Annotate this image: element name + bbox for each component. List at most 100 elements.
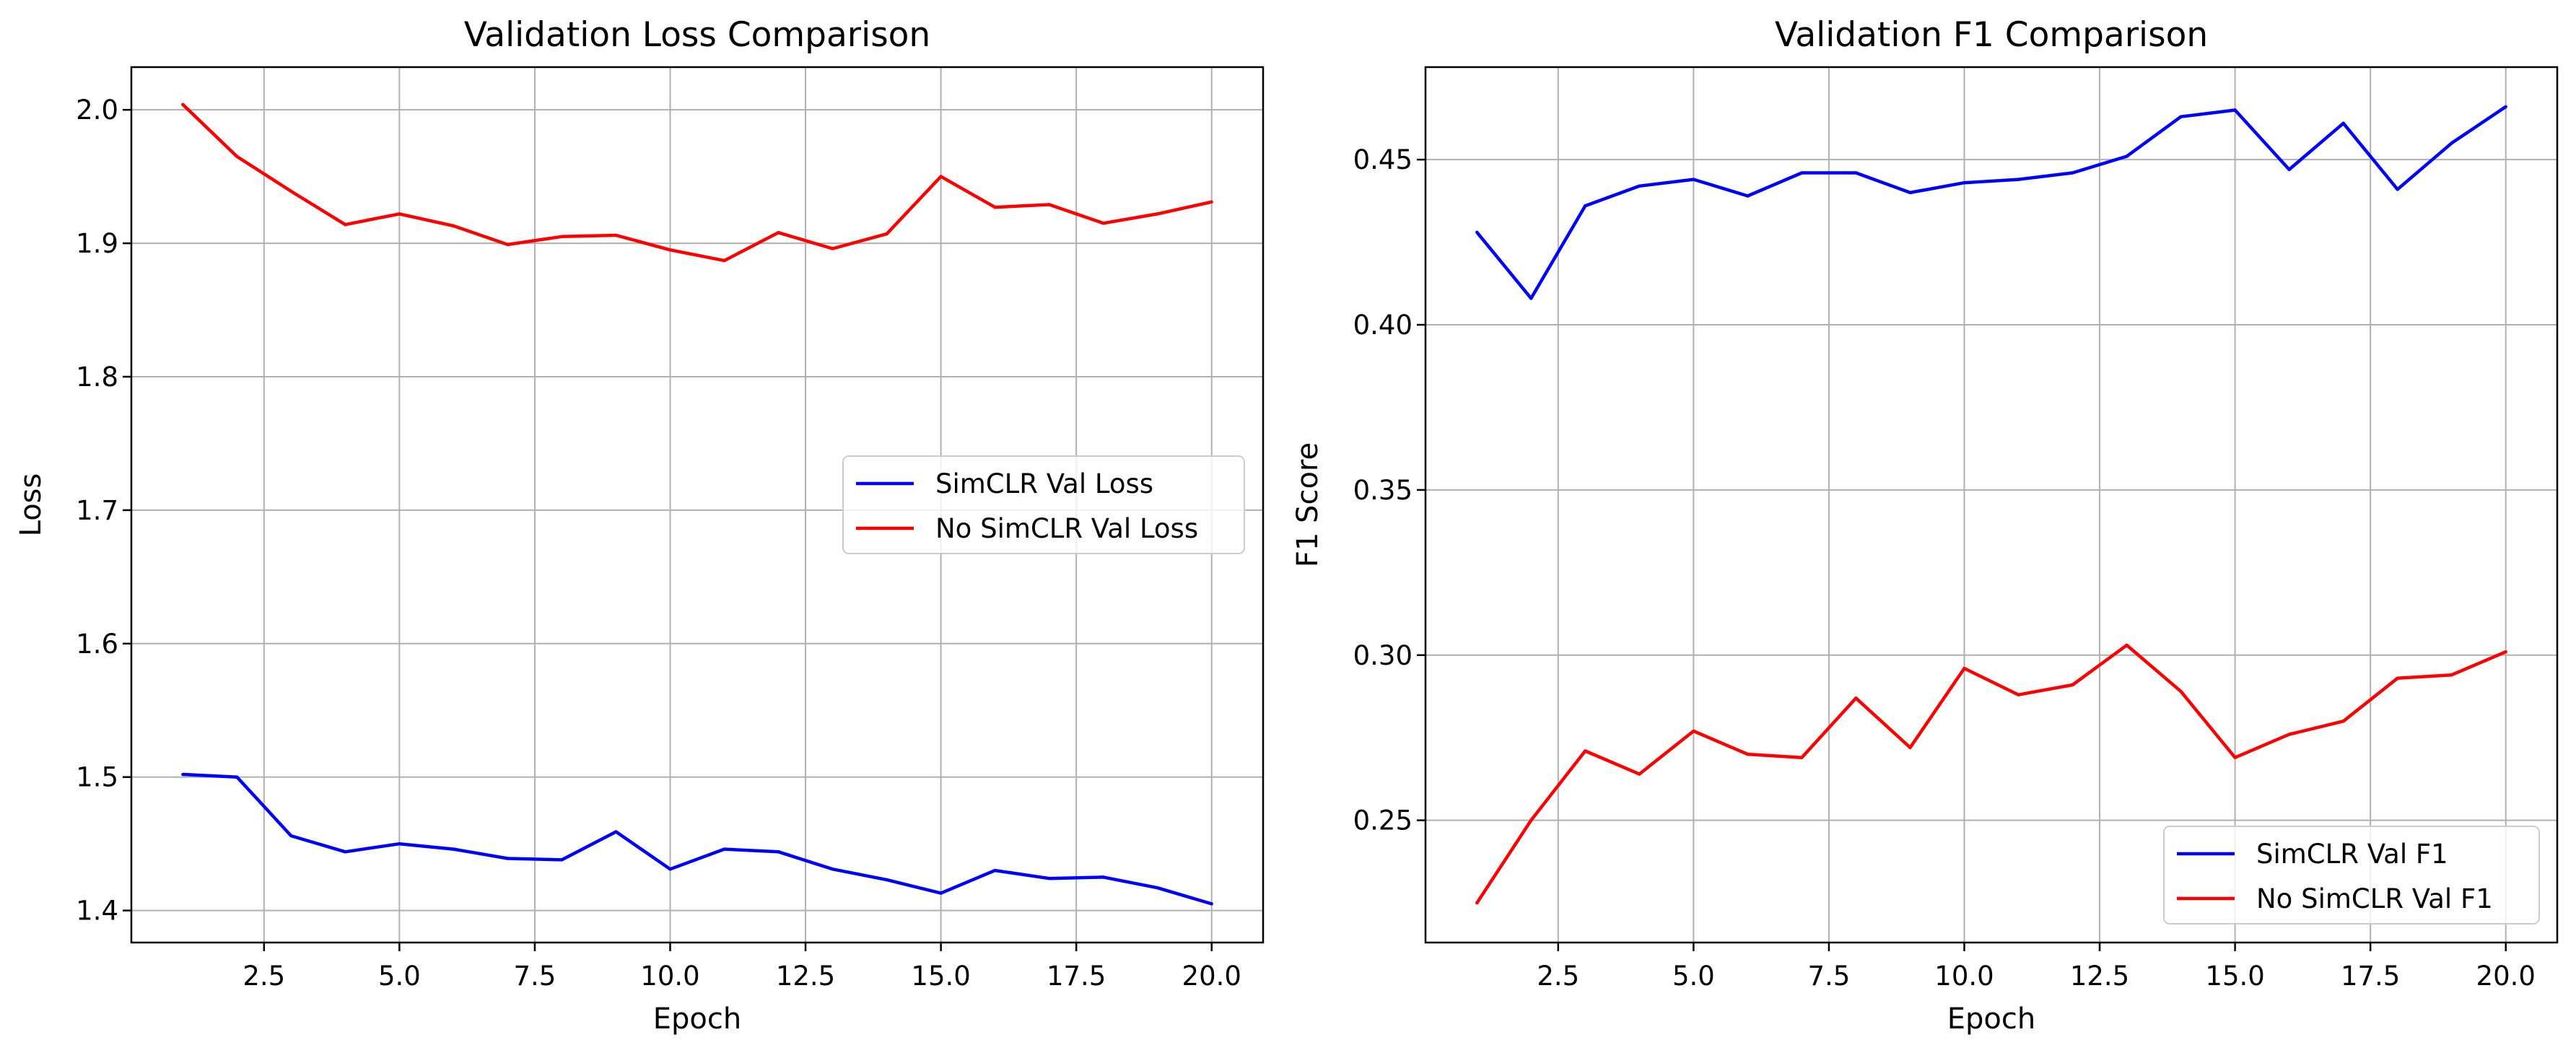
- loss-series-line-simclr: [183, 772, 1213, 906]
- loss-x-tick-label: 2.5: [243, 961, 285, 992]
- f1-data-point-no-simclr: [1962, 666, 1966, 670]
- f1-legend: SimCLR Val F1 No SimCLR Val F1: [2163, 826, 2540, 924]
- loss-data-point-simclr: [560, 858, 564, 862]
- loss-data-point-simclr: [614, 830, 618, 834]
- loss-data-point-no-simclr: [885, 232, 888, 236]
- loss-data-point-simclr: [181, 772, 185, 777]
- loss-data-point-simclr: [1210, 902, 1213, 906]
- loss-data-point-no-simclr: [344, 222, 347, 227]
- loss-data-point-simclr: [1047, 877, 1051, 880]
- f1-data-point-simclr: [1638, 184, 1641, 188]
- loss-data-point-no-simclr: [181, 102, 185, 106]
- f1-data-point-simclr: [2396, 188, 2399, 191]
- loss-data-point-no-simclr: [560, 235, 564, 239]
- loss-y-tick-label: 2.0: [76, 95, 118, 126]
- f1-x-tick-label: 17.5: [2341, 961, 2400, 992]
- f1-data-point-simclr: [2179, 115, 2183, 118]
- loss-data-point-simclr: [777, 850, 780, 854]
- f1-data-point-simclr: [1692, 178, 1695, 181]
- loss-data-point-simclr: [993, 868, 997, 873]
- f1-chart-title: Validation F1 Comparison: [1775, 15, 2208, 55]
- f1-x-axis-label: Epoch: [1947, 1002, 2035, 1036]
- loss-x-tick-label: 15.0: [911, 961, 970, 992]
- loss-data-point-simclr: [289, 834, 293, 838]
- loss-data-point-simclr: [668, 867, 672, 871]
- loss-data-point-simclr: [722, 847, 726, 851]
- loss-x-tick-label: 20.0: [1182, 961, 1241, 992]
- f1-x-tick-label: 10.0: [1934, 961, 1994, 992]
- loss-data-point-no-simclr: [777, 231, 780, 235]
- loss-x-axis-label: Epoch: [653, 1002, 741, 1036]
- f1-data-point-simclr: [1962, 181, 1966, 185]
- f1-data-point-simclr: [1908, 191, 1912, 195]
- loss-data-point-no-simclr: [614, 233, 618, 237]
- f1-data-point-no-simclr: [2017, 693, 2020, 696]
- f1-data-point-no-simclr: [2287, 733, 2291, 736]
- f1-data-point-simclr: [1854, 171, 1858, 175]
- loss-data-point-simclr: [398, 841, 401, 846]
- f1-data-point-simclr: [2450, 141, 2453, 145]
- f1-x-tick-label: 12.5: [2070, 961, 2129, 992]
- loss-data-point-no-simclr: [235, 154, 239, 159]
- loss-x-tick-label: 10.0: [640, 961, 699, 992]
- f1-y-tick-label: 0.25: [1353, 805, 1413, 836]
- f1-data-point-no-simclr: [1692, 729, 1695, 733]
- f1-data-point-simclr: [2233, 108, 2237, 112]
- loss-data-point-simclr: [885, 878, 888, 882]
- loss-data-point-simclr: [452, 847, 455, 851]
- loss-y-tick-label: 1.9: [76, 228, 118, 259]
- f1-series-line-simclr: [1475, 105, 2507, 300]
- loss-legend: SimCLR Val Loss No SimCLR Val Loss: [842, 455, 1245, 554]
- f1-legend-label-no-simclr: No SimCLR Val F1: [2256, 883, 2493, 914]
- loss-data-point-simclr: [344, 850, 347, 854]
- f1-data-point-no-simclr: [2233, 756, 2237, 759]
- loss-x-tick-label: 7.5: [514, 961, 556, 992]
- loss-data-point-no-simclr: [506, 242, 510, 247]
- loss-data-point-simclr: [831, 867, 834, 871]
- f1-data-point-no-simclr: [1638, 772, 1641, 776]
- f1-data-point-no-simclr: [1746, 752, 1750, 756]
- f1-data-point-simclr: [1584, 204, 1587, 208]
- f1-data-point-no-simclr: [2396, 676, 2399, 681]
- loss-data-point-simclr: [1101, 875, 1105, 879]
- f1-x-tick-label: 5.0: [1672, 961, 1715, 992]
- loss-x-tick-label: 17.5: [1047, 961, 1106, 992]
- f1-data-point-no-simclr: [1800, 756, 1804, 759]
- f1-chart-panel: 2.5 5.0 7.5 10.0 12.5 15.0 17.5 20.0 0.25 0.30 0.3…: [1291, 15, 2559, 1036]
- f1-y-tick-label: 0.45: [1353, 144, 1413, 175]
- f1-x-tick-label: 15.0: [2205, 961, 2264, 992]
- loss-data-point-no-simclr: [993, 205, 997, 209]
- loss-axes-frame: [130, 66, 1265, 944]
- loss-data-point-simclr: [939, 891, 943, 895]
- loss-chart-panel: 2.5 5.0 7.5 10.0 12.5 15.0 17.5 20.0 1.4 1.5 1.6 1.…: [14, 15, 1265, 1036]
- f1-data-point-simclr: [2287, 167, 2291, 172]
- loss-data-point-no-simclr: [668, 248, 672, 252]
- f1-data-point-no-simclr: [1854, 696, 1858, 700]
- loss-x-tick-label: 5.0: [378, 961, 421, 992]
- f1-y-tick-label: 0.40: [1353, 310, 1413, 341]
- loss-data-point-no-simclr: [1101, 222, 1105, 225]
- f1-data-point-no-simclr: [1475, 901, 1479, 905]
- loss-data-point-no-simclr: [722, 258, 726, 263]
- f1-data-point-no-simclr: [1908, 746, 1912, 750]
- loss-data-point-simclr: [1156, 886, 1159, 890]
- loss-y-tick-label: 1.7: [76, 495, 118, 526]
- loss-data-point-no-simclr: [831, 247, 834, 250]
- loss-legend-box: [842, 455, 1245, 554]
- loss-data-point-simclr: [235, 775, 239, 779]
- f1-data-point-no-simclr: [2504, 650, 2507, 654]
- f1-data-point-no-simclr: [2179, 689, 2183, 694]
- f1-data-point-simclr: [1746, 194, 1750, 198]
- f1-series-line-no-simclr: [1475, 643, 2507, 904]
- loss-y-tick-label: 1.8: [76, 362, 118, 393]
- loss-y-axis-label: Loss: [14, 473, 48, 537]
- f1-legend-box: [2163, 826, 2540, 924]
- loss-y-tick-label: 1.5: [76, 762, 118, 793]
- f1-data-point-no-simclr: [2341, 720, 2345, 723]
- f1-data-point-simclr: [2125, 154, 2129, 158]
- loss-data-point-no-simclr: [1156, 212, 1159, 216]
- f1-data-point-no-simclr: [1529, 818, 1533, 822]
- f1-data-point-simclr: [2341, 121, 2345, 126]
- f1-y-axis-label: F1 Score: [1291, 442, 1324, 567]
